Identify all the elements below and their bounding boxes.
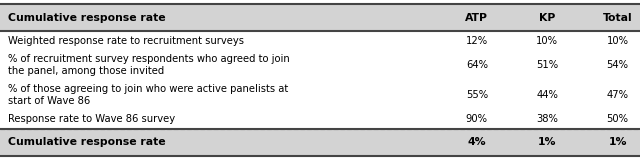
- Text: 12%: 12%: [466, 36, 488, 46]
- Bar: [0, 50, 640, 80]
- Text: Total: Total: [603, 12, 632, 23]
- Text: Cumulative response rate: Cumulative response rate: [8, 137, 165, 148]
- Text: 55%: 55%: [466, 90, 488, 100]
- Bar: [0, 110, 640, 129]
- Bar: [0, 129, 640, 156]
- Text: 1%: 1%: [609, 137, 627, 148]
- Text: % of those agreeing to join who were active panelists at
start of Wave 86: % of those agreeing to join who were act…: [8, 84, 288, 106]
- Text: 51%: 51%: [536, 60, 558, 70]
- Text: Weighted response rate to recruitment surveys: Weighted response rate to recruitment su…: [8, 36, 244, 46]
- Text: 44%: 44%: [536, 90, 558, 100]
- Text: 10%: 10%: [607, 36, 628, 46]
- Text: Response rate to Wave 86 survey: Response rate to Wave 86 survey: [8, 114, 175, 124]
- Text: 10%: 10%: [536, 36, 558, 46]
- Bar: [0, 31, 640, 50]
- Text: 54%: 54%: [607, 60, 628, 70]
- Text: 90%: 90%: [466, 114, 488, 124]
- Text: 50%: 50%: [607, 114, 628, 124]
- Text: Cumulative response rate: Cumulative response rate: [8, 12, 165, 23]
- Text: 1%: 1%: [538, 137, 556, 148]
- Text: % of recruitment survey respondents who agreed to join
the panel, among those in: % of recruitment survey respondents who …: [8, 54, 289, 76]
- Bar: [0, 4, 640, 31]
- Text: 64%: 64%: [466, 60, 488, 70]
- Bar: [0, 80, 640, 110]
- Text: ATP: ATP: [465, 12, 488, 23]
- Text: 4%: 4%: [467, 137, 486, 148]
- Text: 47%: 47%: [607, 90, 628, 100]
- Text: 38%: 38%: [536, 114, 558, 124]
- Text: KP: KP: [539, 12, 556, 23]
